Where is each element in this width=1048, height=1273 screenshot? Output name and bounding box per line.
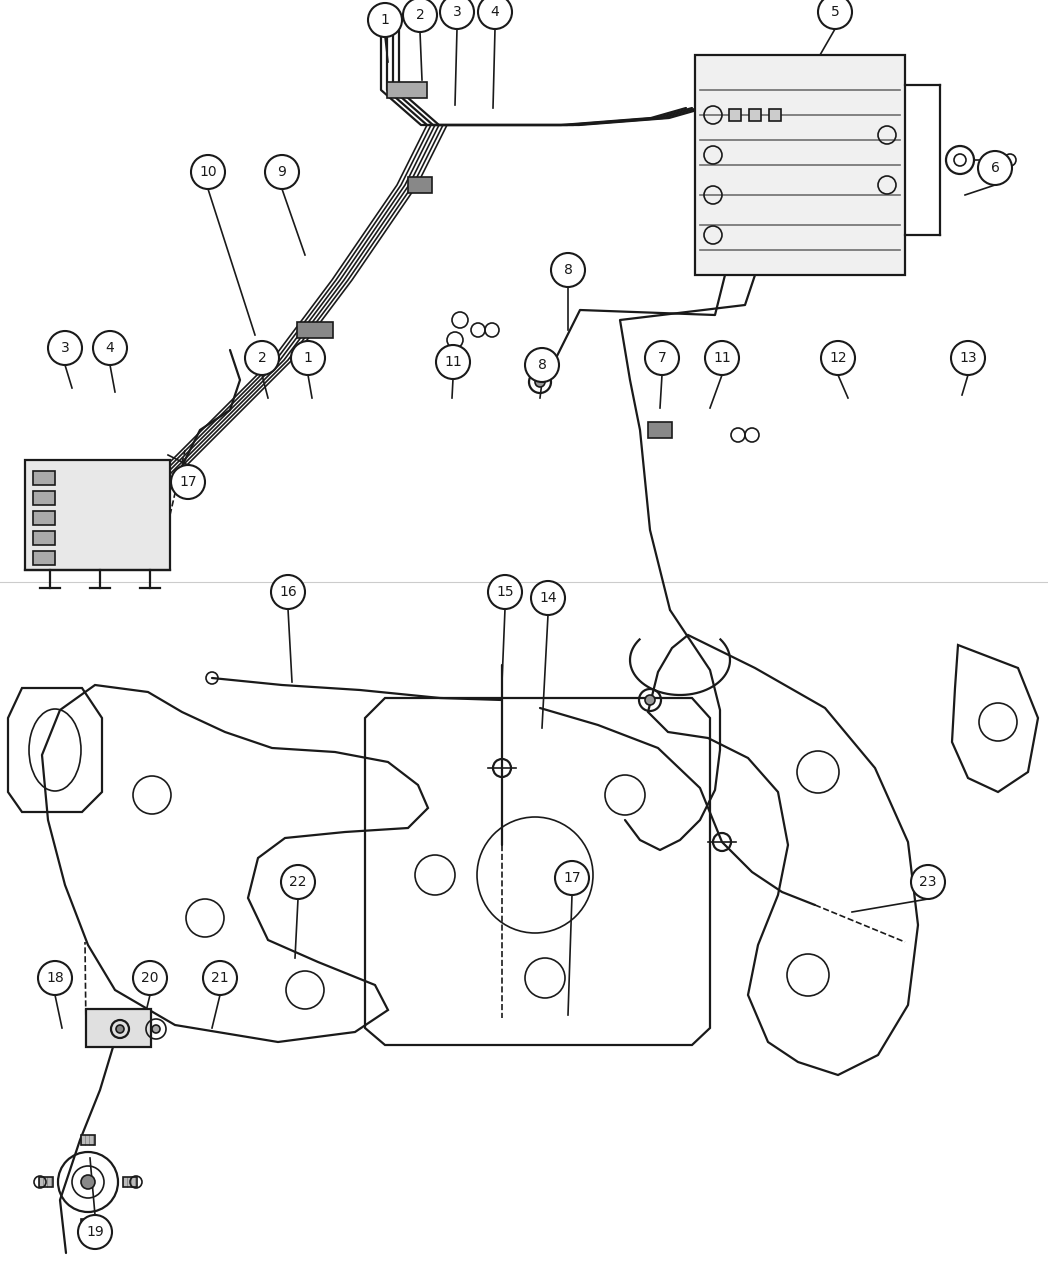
- Circle shape: [818, 0, 852, 29]
- Circle shape: [705, 341, 739, 376]
- Circle shape: [291, 341, 325, 376]
- Text: 13: 13: [959, 351, 977, 365]
- FancyBboxPatch shape: [297, 322, 333, 339]
- FancyBboxPatch shape: [81, 1136, 95, 1144]
- FancyBboxPatch shape: [769, 109, 781, 121]
- Circle shape: [191, 155, 225, 188]
- Circle shape: [488, 575, 522, 608]
- FancyBboxPatch shape: [729, 109, 741, 121]
- Text: 19: 19: [86, 1225, 104, 1239]
- Text: 11: 11: [444, 355, 462, 369]
- Text: 17: 17: [563, 871, 581, 885]
- Circle shape: [368, 3, 402, 37]
- Text: 8: 8: [564, 264, 572, 278]
- FancyBboxPatch shape: [25, 460, 170, 570]
- Circle shape: [245, 341, 279, 376]
- FancyBboxPatch shape: [32, 531, 54, 545]
- Text: 2: 2: [258, 351, 266, 365]
- Circle shape: [133, 961, 167, 995]
- Circle shape: [534, 377, 545, 387]
- Text: 20: 20: [141, 971, 158, 985]
- Text: 23: 23: [919, 875, 937, 889]
- Circle shape: [911, 864, 945, 899]
- FancyBboxPatch shape: [695, 55, 905, 275]
- Circle shape: [93, 331, 127, 365]
- Text: 7: 7: [658, 351, 667, 365]
- FancyBboxPatch shape: [81, 1220, 95, 1228]
- Circle shape: [525, 348, 559, 382]
- Circle shape: [78, 1214, 112, 1249]
- Circle shape: [81, 1175, 95, 1189]
- Circle shape: [281, 864, 315, 899]
- Text: 9: 9: [278, 165, 286, 179]
- Text: 12: 12: [829, 351, 847, 365]
- Text: 1: 1: [304, 351, 312, 365]
- Text: 1: 1: [380, 13, 390, 27]
- Text: 2: 2: [416, 8, 424, 22]
- Circle shape: [645, 341, 679, 376]
- Circle shape: [645, 695, 655, 705]
- Circle shape: [271, 575, 305, 608]
- Text: 15: 15: [496, 586, 514, 600]
- FancyBboxPatch shape: [387, 81, 427, 98]
- Circle shape: [48, 331, 82, 365]
- Text: 8: 8: [538, 358, 546, 372]
- Circle shape: [436, 345, 470, 379]
- Text: 14: 14: [539, 591, 556, 605]
- Text: 21: 21: [212, 971, 228, 985]
- Circle shape: [403, 0, 437, 32]
- FancyBboxPatch shape: [648, 423, 672, 438]
- Circle shape: [821, 341, 855, 376]
- Circle shape: [531, 580, 565, 615]
- FancyBboxPatch shape: [408, 177, 432, 193]
- Text: 10: 10: [199, 165, 217, 179]
- FancyBboxPatch shape: [32, 551, 54, 565]
- Text: 6: 6: [990, 160, 1000, 174]
- Circle shape: [440, 0, 474, 29]
- Circle shape: [265, 155, 299, 188]
- Text: 4: 4: [106, 341, 114, 355]
- Circle shape: [152, 1025, 160, 1032]
- Text: 18: 18: [46, 971, 64, 985]
- Circle shape: [551, 253, 585, 286]
- Circle shape: [555, 861, 589, 895]
- Circle shape: [478, 0, 512, 29]
- FancyBboxPatch shape: [123, 1178, 137, 1186]
- Circle shape: [203, 961, 237, 995]
- Circle shape: [38, 961, 72, 995]
- Text: 3: 3: [453, 5, 461, 19]
- Circle shape: [171, 465, 205, 499]
- FancyBboxPatch shape: [86, 1009, 151, 1046]
- Circle shape: [116, 1025, 124, 1032]
- Text: 4: 4: [490, 5, 500, 19]
- Circle shape: [978, 151, 1012, 185]
- FancyBboxPatch shape: [39, 1178, 53, 1186]
- FancyBboxPatch shape: [32, 491, 54, 505]
- Text: 22: 22: [289, 875, 307, 889]
- Circle shape: [951, 341, 985, 376]
- FancyBboxPatch shape: [32, 471, 54, 485]
- FancyBboxPatch shape: [32, 510, 54, 524]
- FancyBboxPatch shape: [749, 109, 761, 121]
- Text: 16: 16: [279, 586, 297, 600]
- Text: 3: 3: [61, 341, 69, 355]
- Text: 5: 5: [831, 5, 839, 19]
- Text: 17: 17: [179, 475, 197, 489]
- Text: 11: 11: [713, 351, 730, 365]
